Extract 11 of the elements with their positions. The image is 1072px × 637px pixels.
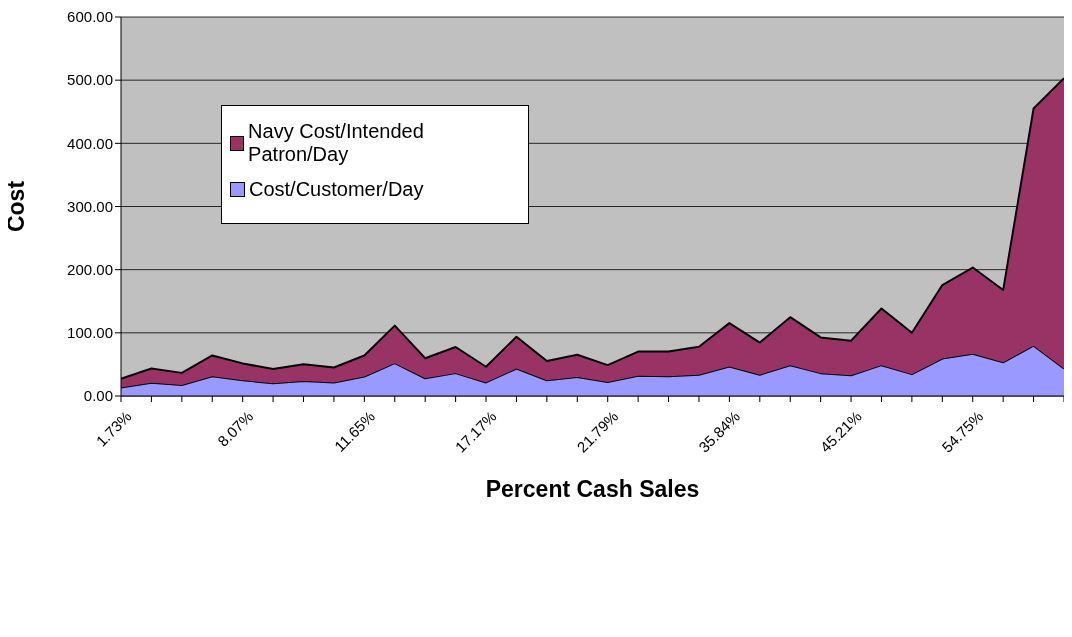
y-axis-title: Cost	[3, 180, 30, 233]
y-tick-label: 400.00	[67, 134, 113, 152]
y-tick-label: 600.00	[67, 8, 113, 26]
y-tick-label: 200.00	[67, 260, 113, 278]
y-tick-label: 100.00	[67, 324, 113, 342]
y-tick-label: 0.00	[83, 387, 113, 405]
x-axis-title: Percent Cash Sales	[485, 476, 700, 502]
legend-label: Navy Cost/Intended Patron/Day	[248, 120, 425, 166]
y-tick-label: 500.00	[67, 71, 113, 89]
legend-label: Cost/Customer/Day	[249, 178, 424, 201]
y-tick-label: 300.00	[67, 197, 113, 215]
